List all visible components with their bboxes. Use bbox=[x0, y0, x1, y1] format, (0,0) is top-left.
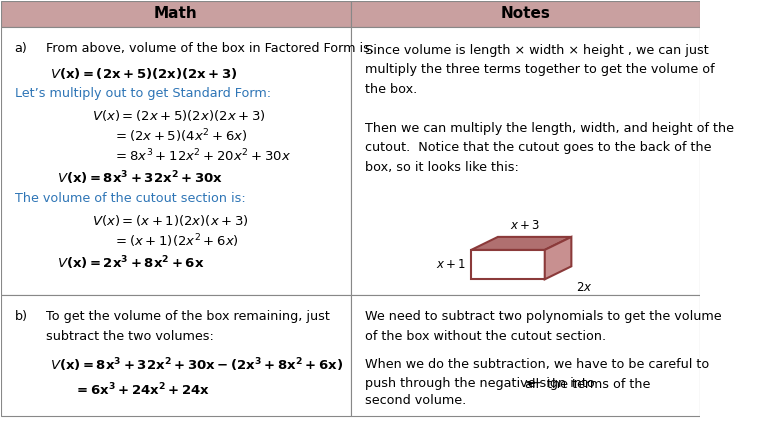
Text: When we do the subtraction, we have to be careful to
push through the negative s: When we do the subtraction, we have to b… bbox=[364, 358, 709, 390]
FancyBboxPatch shape bbox=[350, 1, 700, 26]
Text: $\mathit{V}(x)=(2x+5)(2x)(2x+3)$: $\mathit{V}(x)=(2x+5)(2x)(2x+3)$ bbox=[92, 108, 265, 123]
Polygon shape bbox=[544, 237, 572, 279]
Text: $\mathbf{\mathit{V}(x)=8x^3+32x^2+30x}$: $\mathbf{\mathit{V}(x)=8x^3+32x^2+30x}$ bbox=[57, 169, 222, 187]
Text: $\mathbf{\mathit{V}(x)=8x^3+32x^2+30x-(2x^3+8x^2+6x)}$: $\mathbf{\mathit{V}(x)=8x^3+32x^2+30x-(2… bbox=[50, 357, 342, 375]
Text: To get the volume of the box remaining, just
subtract the two volumes:: To get the volume of the box remaining, … bbox=[46, 310, 330, 342]
Text: From above, volume of the box in Factored Form is:: From above, volume of the box in Factore… bbox=[46, 42, 374, 55]
FancyBboxPatch shape bbox=[1, 295, 350, 416]
Text: Let’s multiply out to get Standard Form:: Let’s multiply out to get Standard Form: bbox=[15, 87, 271, 100]
Text: Since volume is length × width × height , we can just
multiply the three terms t: Since volume is length × width × height … bbox=[364, 44, 714, 96]
Text: a): a) bbox=[15, 42, 27, 55]
Text: $=(2x+5)(4x^2+6x)$: $=(2x+5)(4x^2+6x)$ bbox=[112, 128, 247, 145]
Text: $x+1$: $x+1$ bbox=[435, 258, 466, 271]
Polygon shape bbox=[471, 237, 572, 250]
Text: all: all bbox=[524, 378, 539, 391]
FancyBboxPatch shape bbox=[350, 295, 700, 416]
Text: Then we can multiply the length, width, and height of the
cutout.  Notice that t: Then we can multiply the length, width, … bbox=[364, 122, 733, 174]
Text: $\mathbf{\mathit{V}(x)=(2x+5)(2x)(2x+3)}$: $\mathbf{\mathit{V}(x)=(2x+5)(2x)(2x+3)}… bbox=[50, 66, 237, 81]
Polygon shape bbox=[471, 250, 544, 279]
Text: the terms of the: the terms of the bbox=[543, 378, 651, 391]
Text: Notes: Notes bbox=[501, 6, 551, 21]
Text: $\mathbf{=6x^3+24x^2+24x}$: $\mathbf{=6x^3+24x^2+24x}$ bbox=[74, 382, 211, 398]
FancyBboxPatch shape bbox=[1, 26, 350, 295]
Text: Math: Math bbox=[154, 6, 197, 21]
Text: second volume.: second volume. bbox=[364, 395, 466, 408]
Text: $=8x^3+12x^2+20x^2+30x$: $=8x^3+12x^2+20x^2+30x$ bbox=[112, 148, 291, 164]
Text: The volume of the cutout section is:: The volume of the cutout section is: bbox=[15, 192, 246, 205]
Text: push through the negative sign into: push through the negative sign into bbox=[364, 378, 598, 391]
Text: $=(x+1)(2x^2+6x)$: $=(x+1)(2x^2+6x)$ bbox=[112, 233, 239, 250]
Text: $x+3$: $x+3$ bbox=[510, 219, 540, 232]
Text: $\mathbf{\mathit{V}(x)=2x^3+8x^2+6x}$: $\mathbf{\mathit{V}(x)=2x^3+8x^2+6x}$ bbox=[57, 254, 204, 272]
Text: $\mathit{V}(x)=(x+1)(2x)(x+3)$: $\mathit{V}(x)=(x+1)(2x)(x+3)$ bbox=[92, 213, 248, 228]
Text: b): b) bbox=[15, 310, 27, 323]
Text: $2x$: $2x$ bbox=[576, 282, 592, 294]
Text: We need to subtract two polynomials to get the volume
of the box without the cut: We need to subtract two polynomials to g… bbox=[364, 310, 722, 342]
FancyBboxPatch shape bbox=[350, 26, 700, 295]
FancyBboxPatch shape bbox=[1, 1, 350, 26]
